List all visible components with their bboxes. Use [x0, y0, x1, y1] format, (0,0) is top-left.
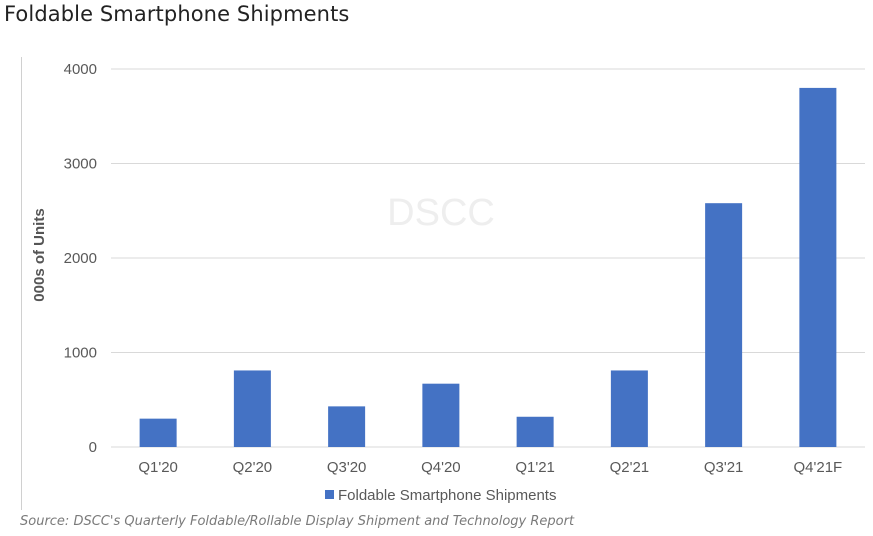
x-tick-label: Q1'21: [515, 459, 555, 476]
x-tick-label: Q2'20: [233, 459, 273, 476]
chart-frame-line: [21, 57, 22, 510]
legend: Foldable Smartphone Shipments: [325, 487, 556, 504]
y-axis-label: 000s of Units: [31, 208, 48, 301]
y-tick-labels: 0 1000 2000 3000 4000: [64, 61, 97, 456]
x-tick-label: Q4'20: [421, 459, 461, 476]
x-tick-label: Q2'21: [610, 459, 650, 476]
bar: [233, 370, 271, 447]
bar: [328, 406, 366, 447]
bar: [516, 416, 554, 447]
x-tick-label: Q1'20: [138, 459, 178, 476]
x-tick-label: Q3'21: [704, 459, 744, 476]
source-note: Source: DSCC's Quarterly Foldable/Rollab…: [20, 514, 575, 529]
watermark: DSCC: [387, 192, 495, 234]
page-title: Foldable Smartphone Shipments: [4, 2, 350, 26]
bar: [799, 87, 837, 448]
y-tick-label: 2000: [64, 250, 97, 267]
y-tick-label: 3000: [64, 156, 97, 173]
gridlines: [111, 68, 865, 448]
x-tick-label: Q3'20: [327, 459, 367, 476]
y-tick-label: 1000: [64, 345, 97, 362]
bar-series: [139, 87, 837, 448]
bar: [705, 203, 743, 447]
x-tick-label: Q4'21F: [794, 459, 843, 476]
y-tick-label: 4000: [64, 61, 97, 78]
x-tick-labels: Q1'20 Q2'20 Q3'20 Q4'20 Q1'21 Q2'21 Q3'21 Q4'21…: [138, 459, 842, 476]
bar: [139, 418, 177, 447]
bar: [610, 370, 648, 447]
legend-label: Foldable Smartphone Shipments: [338, 487, 556, 504]
bar: [422, 383, 460, 447]
y-tick-label: 0: [89, 439, 97, 456]
legend-swatch: [325, 490, 334, 499]
